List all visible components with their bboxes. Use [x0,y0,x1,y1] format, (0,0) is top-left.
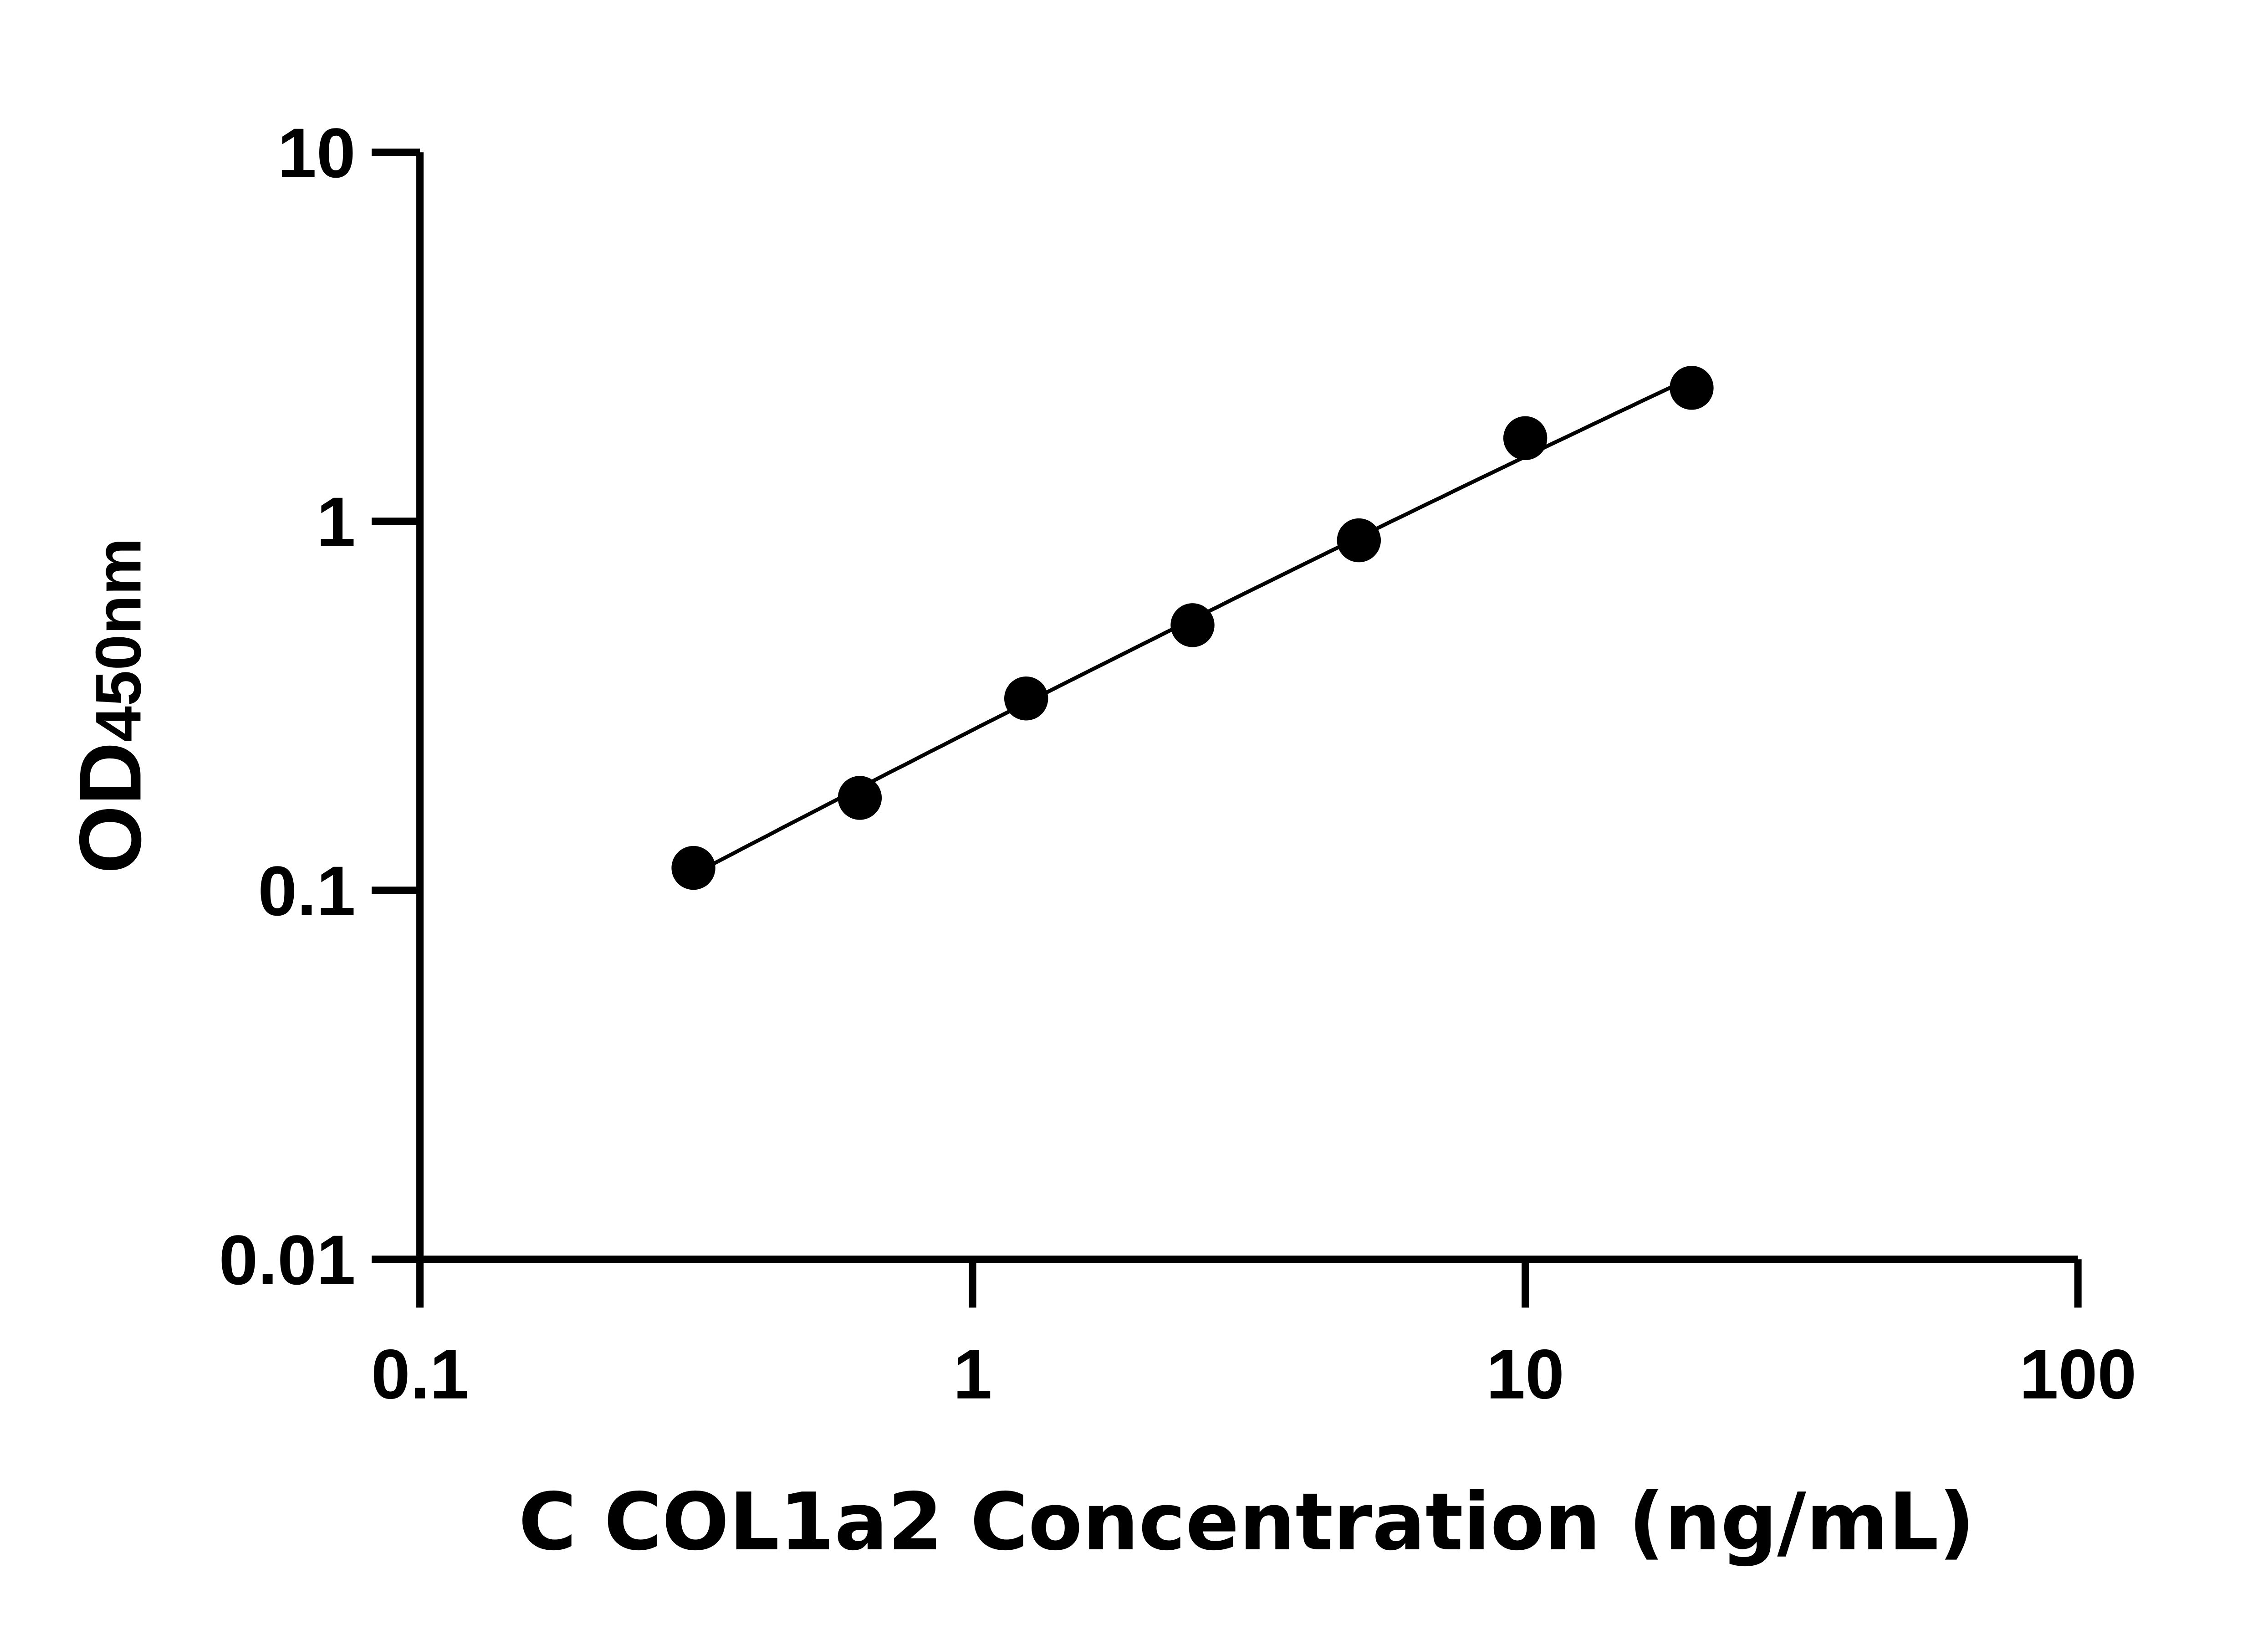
data-point [838,776,882,820]
axis-lines [416,152,2078,1263]
y-tick-label: 0.01 [219,1220,356,1299]
x-tick-label: 10 [1486,1335,1564,1414]
y-tick-label: 0.1 [258,851,355,930]
data-point [1170,603,1215,647]
data-point [1004,676,1048,721]
x-axis-title: C COL1a2 Concentration (ng/mL) [518,1476,1975,1568]
y-tick-label: 10 [277,113,356,192]
axes [372,149,2082,1308]
x-tick-label: 1 [953,1335,992,1414]
data-point [1670,366,1714,410]
data-points [671,366,1714,890]
data-point [671,846,715,890]
y-axis-title-subscript: 450nm [82,538,154,742]
y-tick-label: 1 [317,482,356,561]
data-point [1337,518,1381,563]
x-tick-label: 100 [2019,1335,2136,1414]
y-axis-title-main: OD [61,742,159,874]
y-axis-title: OD450nm [61,538,159,874]
data-point [1503,416,1548,460]
x-tick-label: 0.1 [371,1335,469,1414]
